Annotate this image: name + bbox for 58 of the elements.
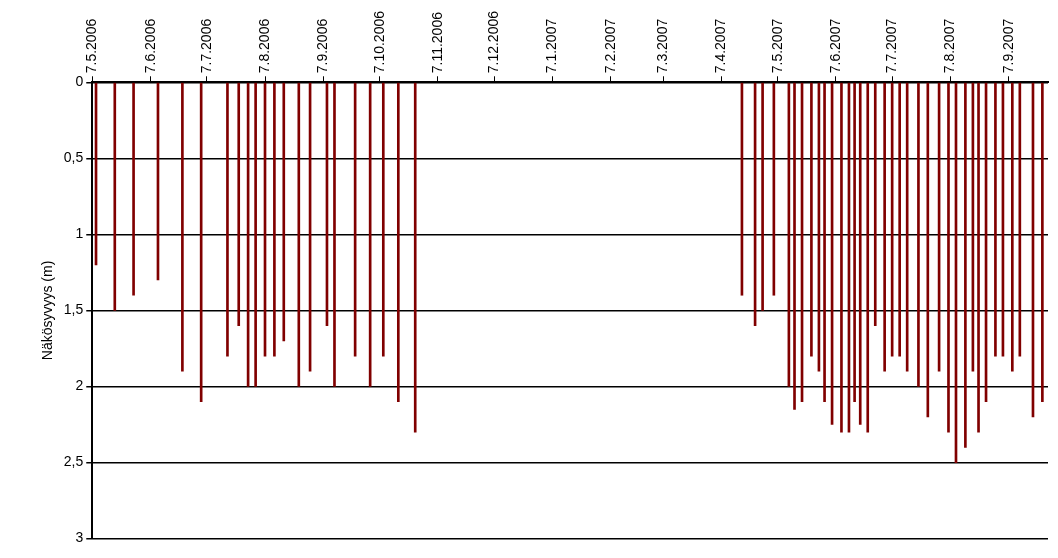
bar: [994, 82, 997, 357]
x-tick-label: 7.5.2007: [768, 18, 785, 74]
x-tick-label: 7.1.2007: [543, 18, 560, 74]
bar: [810, 82, 813, 357]
y-tick-label: 0,5: [63, 149, 84, 166]
x-tick-label: 7.2.2007: [601, 18, 618, 74]
x-tick-label: 7.6.2007: [826, 18, 843, 74]
y-tick-label: 1,5: [63, 301, 84, 318]
bar: [883, 82, 886, 372]
x-tick-label: 7.3.2007: [654, 18, 671, 74]
bar: [381, 82, 385, 357]
bar: [413, 82, 417, 433]
bar: [926, 82, 930, 418]
bar: [853, 82, 856, 403]
x-tick-label: 7.11.2006: [428, 11, 445, 74]
bar: [761, 82, 764, 311]
bar: [905, 82, 909, 372]
x-tick-label: 7.12.2006: [485, 10, 502, 74]
x-tick-label: 7.8.2006: [256, 18, 273, 74]
bar: [1010, 82, 1014, 372]
x-tick-label: 7.9.2006: [314, 18, 331, 74]
x-tick-label: 7.8.2007: [941, 18, 958, 74]
bar: [947, 82, 950, 433]
bar: [873, 82, 877, 326]
bar: [297, 82, 301, 387]
x-tick-label: 7.5.2006: [83, 18, 100, 74]
bar: [333, 82, 336, 387]
bar: [254, 82, 257, 387]
x-tick-label: 7.6.2006: [141, 18, 158, 74]
bar: [1041, 82, 1044, 403]
bar: [866, 82, 870, 433]
y-tick-label: 3: [75, 529, 84, 546]
bar: [282, 82, 286, 342]
y-tick-label: 1: [75, 225, 84, 242]
bar: [823, 82, 826, 403]
x-tick-label: 7.4.2007: [712, 18, 729, 74]
bar: [898, 82, 901, 357]
bar: [793, 82, 796, 410]
bar: [237, 82, 241, 326]
bar: [840, 82, 843, 433]
bar: [858, 82, 862, 425]
bar: [964, 82, 967, 448]
x-tick-label: 7.9.2007: [999, 18, 1016, 74]
bar: [977, 82, 980, 433]
bar: [917, 82, 920, 387]
y-tick-label: 2: [75, 377, 84, 394]
bar: [113, 82, 117, 311]
bar: [181, 82, 184, 372]
y-tick-label: 0: [75, 73, 84, 90]
x-tick-label: 7.7.2006: [197, 18, 214, 74]
bar: [396, 82, 400, 403]
x-tick-label: 7.10.2006: [370, 10, 387, 74]
bar: [273, 82, 276, 357]
y-axis-title: Näkösyvyys (m): [39, 260, 56, 361]
x-tick-label: 7.7.2007: [883, 18, 900, 74]
bar: [132, 82, 135, 296]
y-tick-label: 2,5: [63, 453, 84, 470]
bar: [226, 82, 229, 357]
